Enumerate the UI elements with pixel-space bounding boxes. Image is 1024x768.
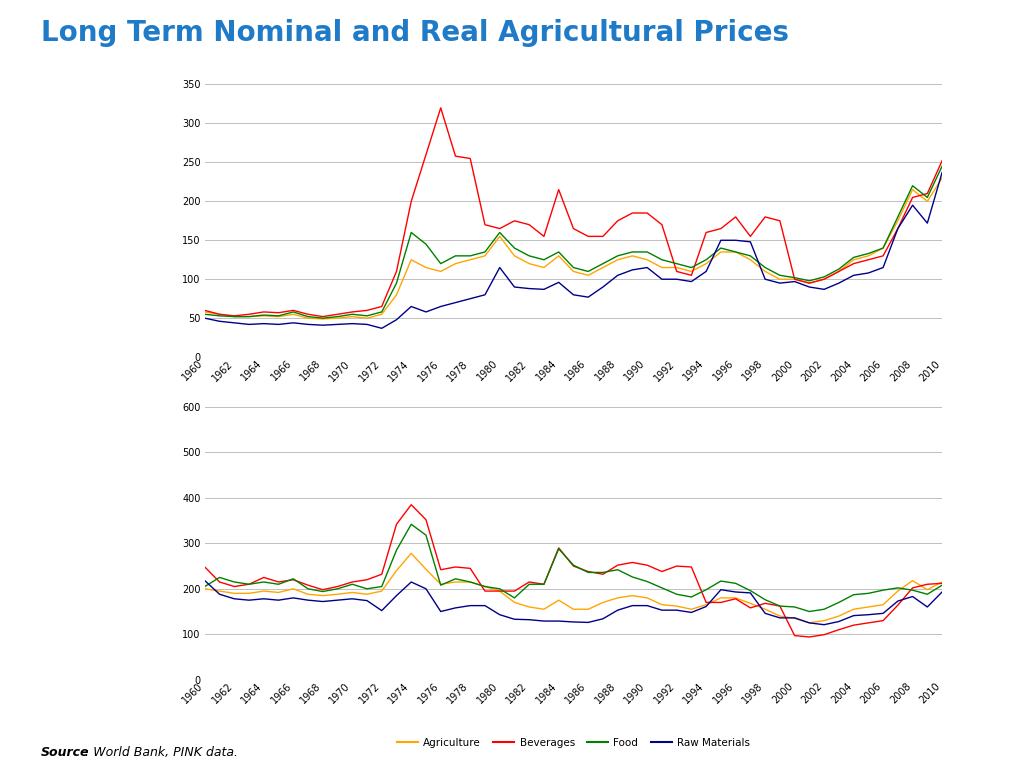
Line: Beverages: Beverages — [205, 505, 942, 637]
Agriculture — [922, 585, 934, 594]
Food — [744, 251, 757, 260]
Beverages — [936, 579, 948, 588]
Raw Materials — [818, 620, 830, 629]
Beverages — [360, 575, 373, 584]
Beverages — [199, 562, 211, 571]
Line: Beverages: Beverages — [205, 108, 942, 316]
Food — [936, 162, 948, 171]
Raw Materials — [434, 302, 446, 311]
Food — [450, 251, 462, 260]
Beverages — [759, 212, 771, 221]
Food — [360, 584, 373, 594]
Raw Materials — [199, 313, 211, 323]
Beverages — [434, 103, 446, 112]
Beverages — [406, 500, 418, 509]
Agriculture — [450, 259, 462, 268]
Food — [700, 585, 713, 594]
Beverages — [922, 580, 934, 589]
Beverages — [450, 151, 462, 161]
Beverages — [199, 306, 211, 315]
Beverages — [434, 565, 446, 574]
Raw Materials — [700, 266, 713, 276]
Agriculture — [803, 618, 815, 627]
Agriculture — [199, 584, 211, 594]
Food — [406, 520, 418, 529]
Beverages — [316, 312, 329, 321]
Agriculture — [922, 197, 934, 206]
Agriculture — [936, 578, 948, 587]
Food — [922, 590, 934, 599]
Agriculture — [434, 266, 446, 276]
Legend: Agriculture, Beverages, Food, Raw Materials: Agriculture, Beverages, Food, Raw Materi… — [393, 734, 754, 753]
Line: Agriculture: Agriculture — [205, 178, 942, 319]
Raw Materials — [729, 588, 741, 597]
Line: Raw Materials: Raw Materials — [205, 173, 942, 328]
Food — [199, 582, 211, 591]
Raw Materials — [434, 607, 446, 616]
Agriculture — [744, 599, 757, 608]
Beverages — [936, 156, 948, 165]
Food — [744, 586, 757, 595]
Agriculture — [450, 578, 462, 587]
Food — [936, 581, 948, 590]
Beverages — [744, 604, 757, 613]
Food — [803, 607, 815, 616]
Raw Materials — [420, 584, 432, 594]
Raw Materials — [936, 588, 948, 597]
Food — [199, 310, 211, 319]
Beverages — [700, 598, 713, 607]
Agriculture — [744, 255, 757, 264]
Agriculture — [700, 600, 713, 609]
Text: Source: Source — [41, 746, 89, 759]
Line: Raw Materials: Raw Materials — [205, 581, 942, 624]
Raw Materials — [936, 168, 948, 177]
Raw Materials — [685, 607, 697, 617]
Agriculture — [936, 174, 948, 183]
Beverages — [922, 189, 934, 198]
Beverages — [376, 302, 388, 311]
Agriculture — [316, 314, 329, 323]
Agriculture — [434, 580, 446, 589]
Beverages — [450, 562, 462, 571]
Text: Long Term Nominal and Real Agricultural Prices: Long Term Nominal and Real Agricultural … — [41, 19, 788, 47]
Raw Materials — [199, 576, 211, 585]
Raw Materials — [450, 298, 462, 307]
Food — [376, 307, 388, 316]
Agriculture — [700, 259, 713, 268]
Raw Materials — [744, 237, 757, 247]
Food — [922, 193, 934, 202]
Raw Materials — [376, 323, 388, 333]
Agriculture — [360, 590, 373, 599]
Beverages — [715, 224, 727, 233]
Food — [700, 255, 713, 264]
Food — [434, 581, 446, 590]
Legend: Agriculture, Beverages, Food, Raw Materials: Agriculture, Beverages, Food, Raw Materi… — [393, 412, 754, 430]
Raw Materials — [360, 596, 373, 605]
Beverages — [464, 154, 476, 163]
Food — [316, 313, 329, 323]
Raw Materials — [922, 219, 934, 228]
Agriculture — [406, 549, 418, 558]
Food — [450, 574, 462, 584]
Raw Materials — [922, 602, 934, 611]
Agriculture — [199, 307, 211, 316]
Line: Food: Food — [205, 167, 942, 318]
Text: : World Bank, PINK data.: : World Bank, PINK data. — [85, 746, 238, 759]
Agriculture — [376, 310, 388, 319]
Raw Materials — [360, 319, 373, 329]
Beverages — [803, 632, 815, 641]
Line: Agriculture: Agriculture — [205, 554, 942, 623]
Food — [434, 259, 446, 268]
Line: Food: Food — [205, 525, 942, 611]
